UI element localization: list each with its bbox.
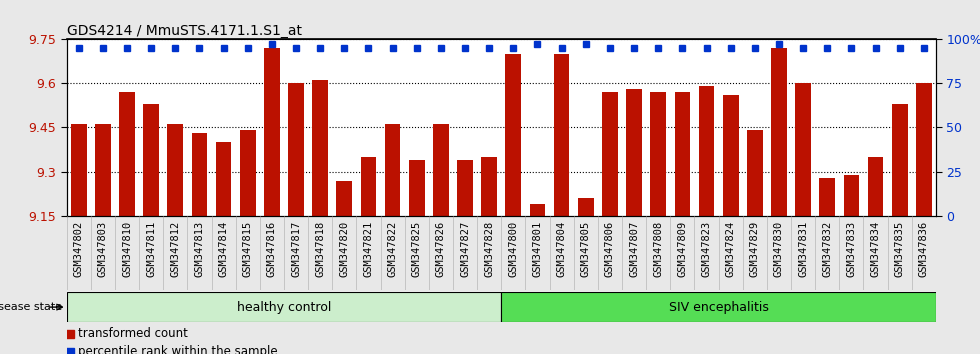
Bar — [120, 92, 135, 216]
Bar — [501, 292, 936, 322]
Bar — [916, 83, 932, 216]
Bar — [433, 125, 449, 216]
Bar — [771, 48, 787, 216]
Text: GSM347825: GSM347825 — [412, 221, 421, 276]
Bar — [699, 86, 714, 216]
Text: GSM347821: GSM347821 — [364, 221, 373, 276]
Bar — [95, 125, 111, 216]
Text: GSM347812: GSM347812 — [171, 221, 180, 276]
Text: GSM347805: GSM347805 — [581, 221, 591, 276]
Text: GSM347803: GSM347803 — [98, 221, 108, 276]
Text: GSM347807: GSM347807 — [629, 221, 639, 276]
Text: percentile rank within the sample: percentile rank within the sample — [77, 345, 277, 354]
Bar — [192, 133, 208, 216]
Bar — [578, 198, 594, 216]
Bar — [844, 175, 859, 216]
Text: GSM347804: GSM347804 — [557, 221, 566, 276]
Text: GSM347834: GSM347834 — [870, 221, 881, 276]
Bar — [361, 157, 376, 216]
Text: GSM347814: GSM347814 — [219, 221, 228, 276]
Bar — [626, 89, 642, 216]
Text: GDS4214 / MmuSTS.4171.1.S1_at: GDS4214 / MmuSTS.4171.1.S1_at — [67, 24, 302, 38]
Text: GSM347802: GSM347802 — [74, 221, 83, 276]
Bar — [168, 125, 183, 216]
Text: GSM347806: GSM347806 — [605, 221, 614, 276]
Text: GSM347831: GSM347831 — [798, 221, 808, 276]
Text: GSM347808: GSM347808 — [654, 221, 663, 276]
Bar — [747, 130, 762, 216]
Bar — [723, 95, 739, 216]
Bar — [216, 142, 231, 216]
Text: GSM347816: GSM347816 — [267, 221, 277, 276]
Text: GSM347817: GSM347817 — [291, 221, 301, 276]
Bar — [240, 130, 256, 216]
Bar — [458, 160, 473, 216]
Bar — [336, 181, 352, 216]
Text: GSM347820: GSM347820 — [339, 221, 349, 276]
Bar — [288, 83, 304, 216]
Text: GSM347810: GSM347810 — [122, 221, 132, 276]
Bar — [143, 104, 159, 216]
Text: healthy control: healthy control — [237, 301, 331, 314]
Bar — [795, 83, 810, 216]
Text: GSM347830: GSM347830 — [774, 221, 784, 276]
Bar — [264, 48, 279, 216]
Text: GSM347824: GSM347824 — [725, 221, 736, 276]
Bar — [385, 125, 401, 216]
Bar — [506, 54, 521, 216]
Text: GSM347818: GSM347818 — [316, 221, 325, 276]
Bar — [481, 157, 497, 216]
Bar — [409, 160, 424, 216]
Text: GSM347811: GSM347811 — [146, 221, 156, 276]
Text: GSM347826: GSM347826 — [436, 221, 446, 276]
Text: GSM347828: GSM347828 — [484, 221, 494, 276]
Bar — [554, 54, 569, 216]
Bar — [892, 104, 907, 216]
Text: GSM347815: GSM347815 — [243, 221, 253, 276]
Text: SIV encephalitis: SIV encephalitis — [668, 301, 768, 314]
Bar — [313, 80, 328, 216]
Text: GSM347809: GSM347809 — [677, 221, 687, 276]
Bar — [674, 92, 690, 216]
Text: GSM347823: GSM347823 — [702, 221, 711, 276]
Text: GSM347833: GSM347833 — [847, 221, 857, 276]
Text: GSM347832: GSM347832 — [822, 221, 832, 276]
Text: transformed count: transformed count — [77, 327, 187, 340]
Bar — [71, 125, 86, 216]
Text: GSM347813: GSM347813 — [194, 221, 205, 276]
Bar — [67, 292, 501, 322]
Text: GSM347800: GSM347800 — [509, 221, 518, 276]
Text: GSM347801: GSM347801 — [532, 221, 543, 276]
Bar — [867, 157, 883, 216]
Text: GSM347827: GSM347827 — [460, 221, 470, 276]
Bar — [529, 204, 545, 216]
Bar — [819, 178, 835, 216]
Text: GSM347835: GSM347835 — [895, 221, 905, 276]
Text: GSM347836: GSM347836 — [919, 221, 929, 276]
Bar — [602, 92, 617, 216]
Bar — [651, 92, 666, 216]
Text: GSM347829: GSM347829 — [750, 221, 760, 276]
Text: GSM347822: GSM347822 — [388, 221, 398, 276]
Text: disease state: disease state — [0, 302, 62, 312]
